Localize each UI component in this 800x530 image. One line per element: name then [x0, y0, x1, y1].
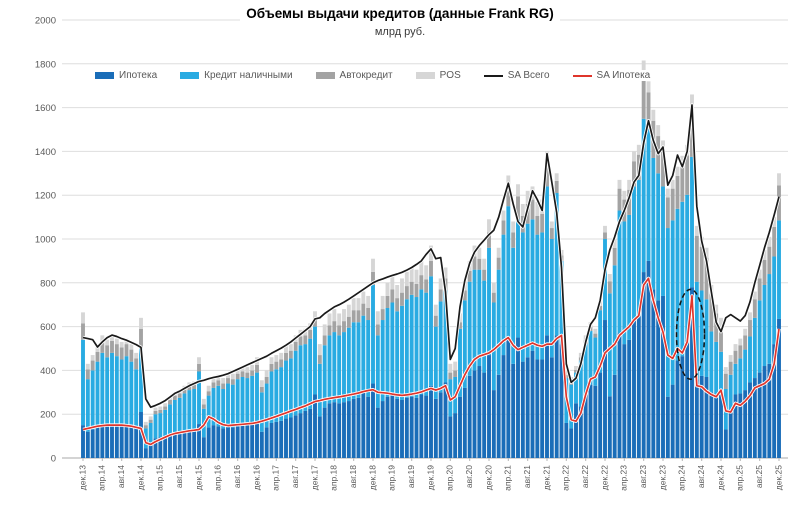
legend-swatch-sa-ipoteka-line [572, 74, 592, 77]
svg-text:апр.19: апр.19 [387, 465, 397, 491]
svg-text:600: 600 [40, 322, 56, 333]
svg-text:апр.17: апр.17 [271, 465, 281, 491]
svg-text:авг.22: авг.22 [580, 465, 590, 488]
svg-text:400: 400 [40, 366, 56, 377]
svg-text:апр.23: апр.23 [619, 465, 629, 491]
svg-text:авг.20: авг.20 [464, 465, 474, 488]
svg-text:дек.15: дек.15 [193, 465, 203, 490]
legend-item-cash-credit: Кредит наличными [180, 70, 293, 81]
legend-label: Ипотека [119, 70, 158, 81]
svg-text:дек.21: дек.21 [541, 465, 551, 490]
legend-swatch-auto-credit [315, 72, 335, 79]
legend-swatch-cash-credit [180, 72, 200, 79]
svg-text:0: 0 [51, 454, 56, 465]
legend-item-pos: POS [415, 70, 461, 81]
svg-text:дек.20: дек.20 [483, 465, 493, 490]
svg-text:200: 200 [40, 410, 56, 421]
svg-text:авг.14: авг.14 [116, 465, 126, 488]
svg-text:дек.16: дек.16 [251, 465, 261, 490]
chart-title: Объемы выдачи кредитов (данные Frank RG) [0, 6, 800, 21]
legend-label: Автокредит [339, 70, 393, 81]
legend-swatch-sa-total-line [483, 74, 503, 77]
svg-text:авг.23: авг.23 [638, 465, 648, 488]
svg-text:1000: 1000 [35, 235, 56, 246]
svg-text:авг.24: авг.24 [696, 465, 706, 488]
svg-text:дек.23: дек.23 [657, 465, 667, 490]
legend: Ипотека Кредит наличными Автокредит POS … [95, 70, 651, 81]
svg-text:авг.21: авг.21 [522, 465, 532, 488]
svg-text:1400: 1400 [35, 147, 56, 158]
svg-text:дек.13: дек.13 [77, 465, 87, 490]
svg-text:дек.18: дек.18 [367, 465, 377, 490]
legend-label: POS [439, 70, 461, 81]
legend-label: SA Ипотека [596, 70, 651, 81]
svg-text:авг.15: авг.15 [174, 465, 184, 488]
svg-text:авг.19: авг.19 [406, 465, 416, 488]
svg-text:1600: 1600 [35, 103, 56, 114]
legend-item-sa-total: SA Всего [483, 70, 550, 81]
svg-text:апр.16: апр.16 [213, 465, 223, 491]
svg-text:2000: 2000 [35, 16, 56, 27]
legend-item-ipoteka: Ипотека [95, 70, 158, 81]
svg-text:авг.16: авг.16 [232, 465, 242, 488]
svg-text:дек.19: дек.19 [425, 465, 435, 490]
legend-swatch-ipoteka [95, 72, 114, 79]
svg-text:дек.14: дек.14 [135, 465, 145, 490]
svg-text:авг.25: авг.25 [754, 465, 764, 488]
svg-text:дек.17: дек.17 [309, 465, 319, 490]
legend-item-auto-credit: Автокредит [315, 70, 393, 81]
svg-text:апр.24: апр.24 [677, 465, 687, 491]
svg-text:авг.18: авг.18 [348, 465, 358, 488]
svg-text:апр.20: апр.20 [445, 465, 455, 491]
svg-text:апр.14: апр.14 [97, 465, 107, 491]
svg-text:1200: 1200 [35, 191, 56, 202]
svg-text:апр.22: апр.22 [561, 465, 571, 491]
svg-text:апр.21: апр.21 [503, 465, 513, 491]
legend-label: Кредит наличными [204, 70, 293, 81]
svg-text:апр.15: апр.15 [155, 465, 165, 491]
legend-label: SA Всего [507, 70, 550, 81]
svg-text:дек.25: дек.25 [773, 465, 783, 490]
chart-subtitle: млрд руб. [0, 26, 800, 38]
svg-text:авг.17: авг.17 [290, 465, 300, 488]
svg-text:800: 800 [40, 278, 56, 289]
svg-text:апр.18: апр.18 [329, 465, 339, 491]
legend-item-sa-ipoteka: SA Ипотека [572, 70, 651, 81]
svg-text:апр.25: апр.25 [735, 465, 745, 491]
svg-text:дек.22: дек.22 [599, 465, 609, 490]
legend-swatch-pos [415, 72, 435, 79]
svg-text:дек.24: дек.24 [715, 465, 725, 490]
svg-text:1800: 1800 [35, 59, 56, 70]
